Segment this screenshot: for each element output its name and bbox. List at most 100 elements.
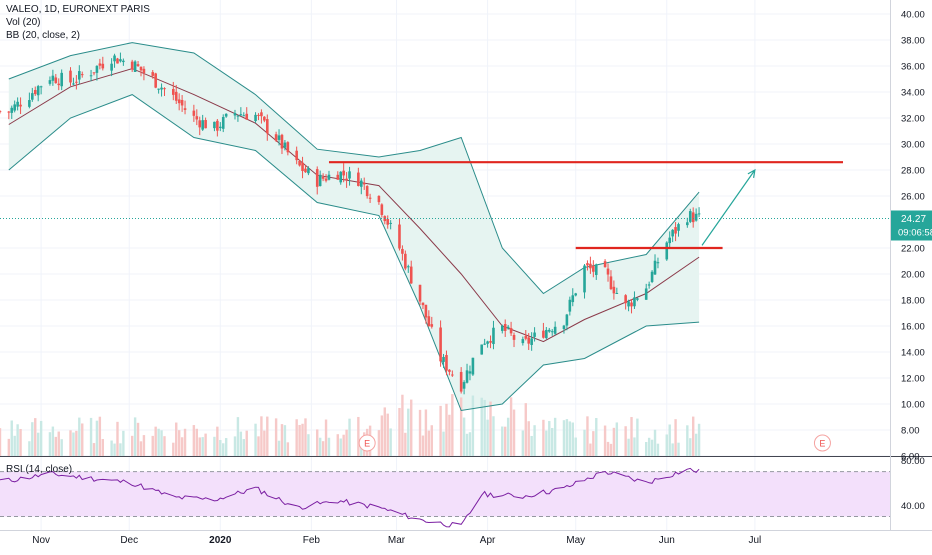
volume-bar <box>445 403 448 456</box>
volume-bar <box>136 422 140 456</box>
volume-bar <box>245 430 248 456</box>
volume-bar <box>665 434 668 456</box>
rsi-indicator-label[interactable]: RSI (14, close) <box>6 464 73 475</box>
candle-body <box>122 60 125 63</box>
price-axis-label: 32.00 <box>901 114 925 125</box>
earnings-marker-icon[interactable] <box>358 434 376 452</box>
candle-body <box>586 263 589 266</box>
price-axis-label: 28.00 <box>901 166 925 177</box>
candle-body <box>594 264 598 275</box>
volume-bar <box>177 430 181 456</box>
candle-body <box>445 355 448 371</box>
projection-arrow[interactable] <box>701 168 756 246</box>
earnings-marker-icon[interactable] <box>813 434 831 452</box>
volume-bar <box>130 435 134 456</box>
candle-body <box>377 195 381 203</box>
volume-bar <box>571 422 574 456</box>
volume-bar <box>407 408 410 456</box>
volume-bar <box>650 439 654 456</box>
volume-bar <box>530 435 533 456</box>
candle-body <box>694 213 698 221</box>
volume-bar <box>357 416 360 456</box>
volume-bar <box>198 437 201 456</box>
volume-bar <box>671 443 674 456</box>
volume-bar <box>489 401 492 456</box>
candle-body <box>57 83 61 86</box>
candle-body <box>671 229 674 237</box>
candle-body <box>406 266 410 268</box>
candle-body <box>242 115 246 117</box>
volume-indicator-label[interactable]: Vol (20) <box>6 17 41 28</box>
volume-bar <box>492 416 495 456</box>
time-axis-label: Mar <box>388 535 406 546</box>
candle-body <box>201 120 204 130</box>
volume-bar <box>630 417 633 456</box>
candle-body <box>54 77 58 84</box>
candle-body <box>527 337 531 344</box>
candle-body <box>633 297 636 307</box>
volume-bar <box>674 419 677 456</box>
candle-body <box>489 340 492 343</box>
volume-bar <box>506 417 510 456</box>
candle-body <box>630 302 633 307</box>
candle-body <box>357 172 360 186</box>
volume-bar <box>686 425 689 456</box>
candle-body <box>368 197 372 199</box>
volume-bar <box>624 426 627 456</box>
volume-bar <box>286 442 290 456</box>
candle-body <box>286 142 290 153</box>
candle-body <box>612 286 616 294</box>
candle-body <box>204 120 207 129</box>
volume-bar <box>257 436 260 456</box>
volume-bar <box>645 442 648 456</box>
bollinger-indicator-label[interactable]: BB (20, close, 2) <box>6 30 80 41</box>
volume-bar <box>527 421 530 456</box>
candle-body <box>119 59 122 62</box>
candle-body <box>583 265 586 293</box>
volume-bar <box>565 419 569 456</box>
candle-body <box>665 242 669 260</box>
earnings-marker-label: E <box>364 439 370 449</box>
candle-body <box>404 253 407 269</box>
price-axis-label: 26.00 <box>901 192 925 203</box>
volume-bar <box>386 413 389 456</box>
time-axis-label: Apr <box>480 535 496 546</box>
volume-bar <box>216 426 219 456</box>
volume-bar <box>627 438 630 456</box>
volume-bar <box>342 434 345 456</box>
candle-body <box>192 110 196 116</box>
candle-body <box>130 61 134 70</box>
candle-body <box>691 212 695 223</box>
candle-body <box>459 371 463 392</box>
candle-body <box>568 299 572 312</box>
candle-body <box>524 335 528 339</box>
candle-body <box>301 162 304 172</box>
candle-body <box>418 284 422 302</box>
candle-body <box>101 63 105 69</box>
candle-body <box>98 63 102 66</box>
candle-body <box>336 174 340 180</box>
volume-bar <box>283 425 287 456</box>
volume-bar <box>521 430 525 456</box>
time-axis-label: May <box>566 535 585 546</box>
volume-bar <box>224 438 228 456</box>
candle-body <box>304 168 307 173</box>
candle-body <box>530 338 533 345</box>
bollinger-basis-line <box>8 68 700 343</box>
volume-bar <box>421 435 425 456</box>
candle-body <box>442 356 445 362</box>
volume-bar <box>110 440 113 456</box>
volume-bar <box>427 430 431 456</box>
time-axis-label: Dec <box>120 535 138 546</box>
candle-body <box>574 293 578 296</box>
candle-body <box>615 292 619 294</box>
candle-body <box>221 116 225 129</box>
candle-body <box>592 265 595 272</box>
volume-bar <box>28 441 31 456</box>
volume-bar <box>609 443 613 456</box>
candle-body <box>174 91 178 101</box>
candle-body <box>547 329 551 332</box>
symbol-title[interactable]: VALEO, 1D, EURONEXT PARIS <box>6 4 150 15</box>
candle-body <box>280 134 284 149</box>
